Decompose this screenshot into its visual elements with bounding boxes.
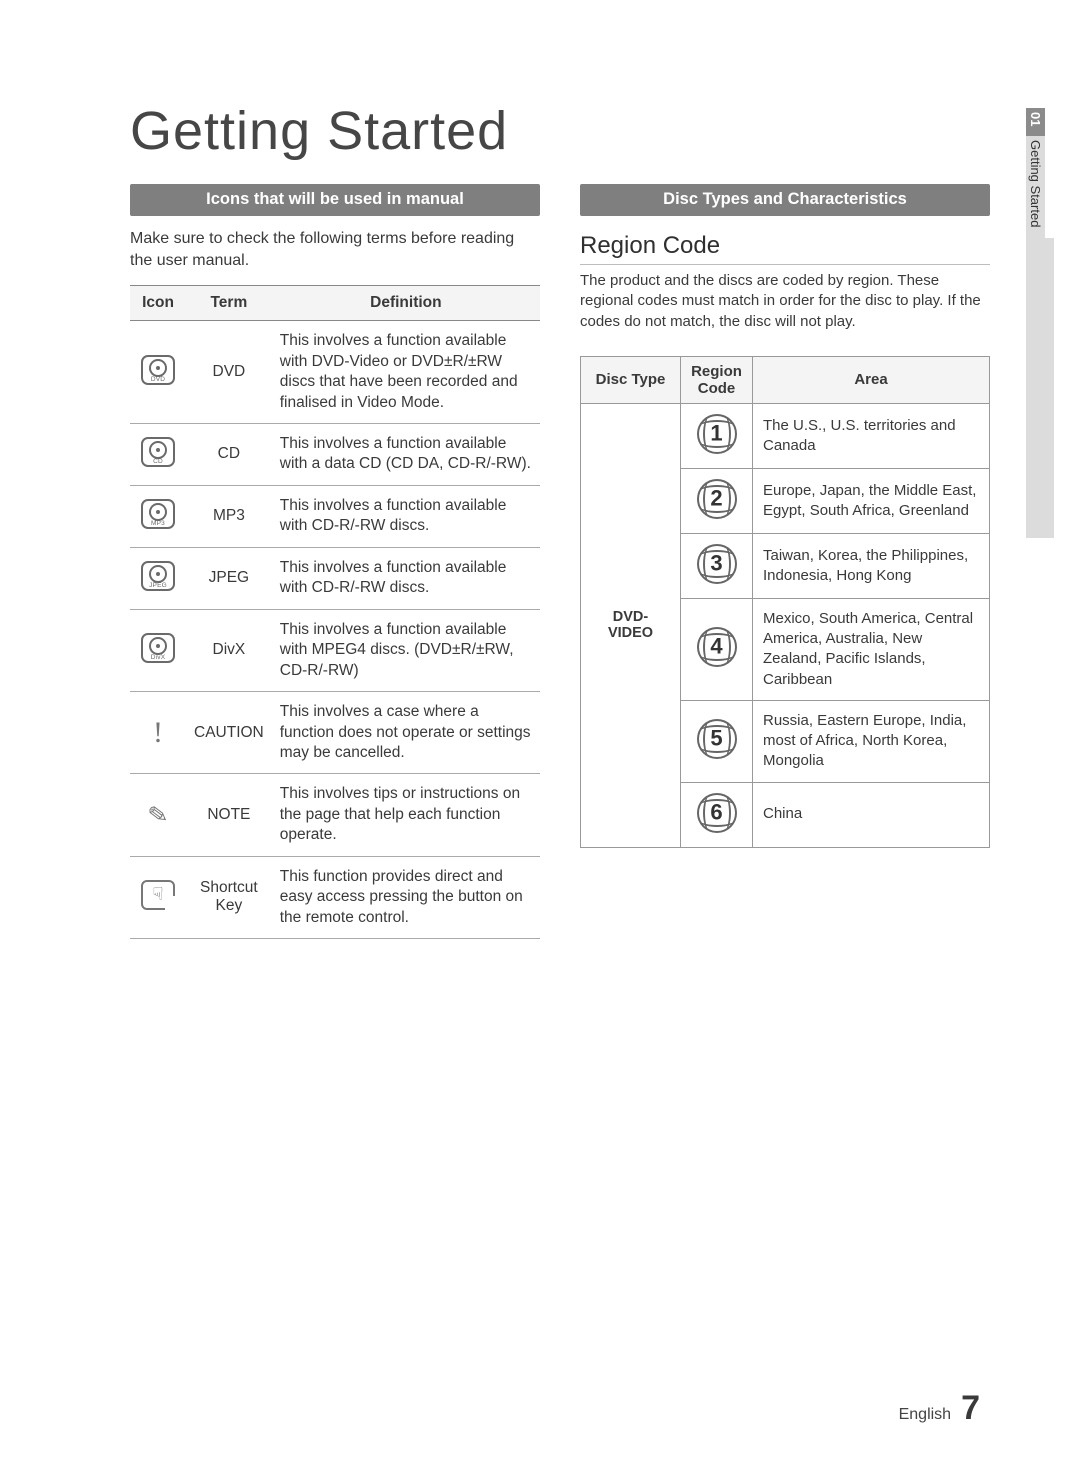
table-row: DivX DivX This involves a function avail… (130, 609, 540, 691)
def-cell: This involves a function available with … (272, 424, 540, 486)
left-intro: Make sure to check the following terms b… (130, 228, 540, 271)
table-row: JPEG JPEG This involves a function avail… (130, 547, 540, 609)
th-term: Term (186, 286, 272, 321)
icon-terms-table: Icon Term Definition DVD DVD This involv… (130, 285, 540, 939)
def-cell: This involves a case where a function do… (272, 692, 540, 774)
def-cell: This involves tips or instructions on th… (272, 774, 540, 856)
table-row: DVD DVD This involves a function availab… (130, 321, 540, 424)
th-area: Area (753, 356, 990, 403)
right-column: Disc Types and Characteristics Region Co… (580, 184, 990, 939)
footer-page-number: 7 (961, 1389, 980, 1428)
th-disc-type: Disc Type (581, 356, 681, 403)
term-cell: DVD (186, 321, 272, 424)
area-cell: Mexico, South America, Central America, … (753, 598, 990, 700)
right-band: Disc Types and Characteristics (580, 184, 990, 216)
table-row: ✎ NOTE This involves tips or instruction… (130, 774, 540, 856)
jpeg-icon: JPEG (141, 561, 175, 591)
term-cell: NOTE (186, 774, 272, 856)
th-def: Definition (272, 286, 540, 321)
table-row: MP3 MP3 This involves a function availab… (130, 485, 540, 547)
divx-icon: DivX (141, 633, 175, 663)
table-row: DVD-VIDEO 1 The U.S., U.S. territories a… (581, 403, 990, 468)
cd-icon: CD (141, 437, 175, 467)
term-cell: CD (186, 424, 272, 486)
region-globe-icon: 4 (697, 627, 737, 667)
table-row: ! CAUTION This involves a case where a f… (130, 692, 540, 774)
region-code-desc: The product and the discs are coded by r… (580, 271, 990, 332)
side-tab-chapter-title: Getting Started (1026, 136, 1045, 237)
area-cell: Taiwan, Korea, the Philippines, Indonesi… (753, 533, 990, 598)
dvd-icon: DVD (141, 355, 175, 385)
def-cell: This involves a function available with … (272, 609, 540, 691)
region-globe-icon: 2 (697, 479, 737, 519)
region-globe-icon: 5 (697, 719, 737, 759)
shortcut-key-icon (141, 880, 175, 910)
th-icon: Icon (130, 286, 186, 321)
area-cell: Russia, Eastern Europe, India, most of A… (753, 700, 990, 782)
side-tab-tail (1026, 238, 1054, 538)
def-cell: This involves a function available with … (272, 321, 540, 424)
note-icon: ✎ (146, 799, 170, 831)
caution-icon: ! (153, 718, 163, 748)
area-cell: Europe, Japan, the Middle East, Egypt, S… (753, 468, 990, 533)
region-globe-icon: 1 (697, 414, 737, 454)
th-region-code: RegionCode (681, 356, 753, 403)
page-footer: English 7 (899, 1389, 980, 1428)
region-globe-icon: 3 (697, 544, 737, 584)
area-cell: China (753, 782, 990, 847)
left-column: Icons that will be used in manual Make s… (130, 184, 540, 939)
footer-lang: English (899, 1406, 951, 1424)
area-cell: The U.S., U.S. territories and Canada (753, 403, 990, 468)
table-row: CD CD This involves a function available… (130, 424, 540, 486)
side-tab: 01 Getting Started (1026, 108, 1054, 538)
region-code-heading: Region Code (580, 232, 990, 265)
def-cell: This function provides direct and easy a… (272, 856, 540, 938)
term-cell: MP3 (186, 485, 272, 547)
term-cell: JPEG (186, 547, 272, 609)
def-cell: This involves a function available with … (272, 547, 540, 609)
term-cell: DivX (186, 609, 272, 691)
disc-type-cell: DVD-VIDEO (581, 403, 681, 847)
mp3-icon: MP3 (141, 499, 175, 529)
side-tab-chapter-num: 01 (1026, 108, 1045, 136)
term-cell: CAUTION (186, 692, 272, 774)
table-row: Shortcut Key This function provides dire… (130, 856, 540, 938)
left-band: Icons that will be used in manual (130, 184, 540, 216)
def-cell: This involves a function available with … (272, 485, 540, 547)
term-cell: Shortcut Key (186, 856, 272, 938)
region-code-table: Disc Type RegionCode Area DVD-VIDEO 1 Th… (580, 356, 990, 848)
region-globe-icon: 6 (697, 793, 737, 833)
page-title: Getting Started (130, 100, 990, 162)
